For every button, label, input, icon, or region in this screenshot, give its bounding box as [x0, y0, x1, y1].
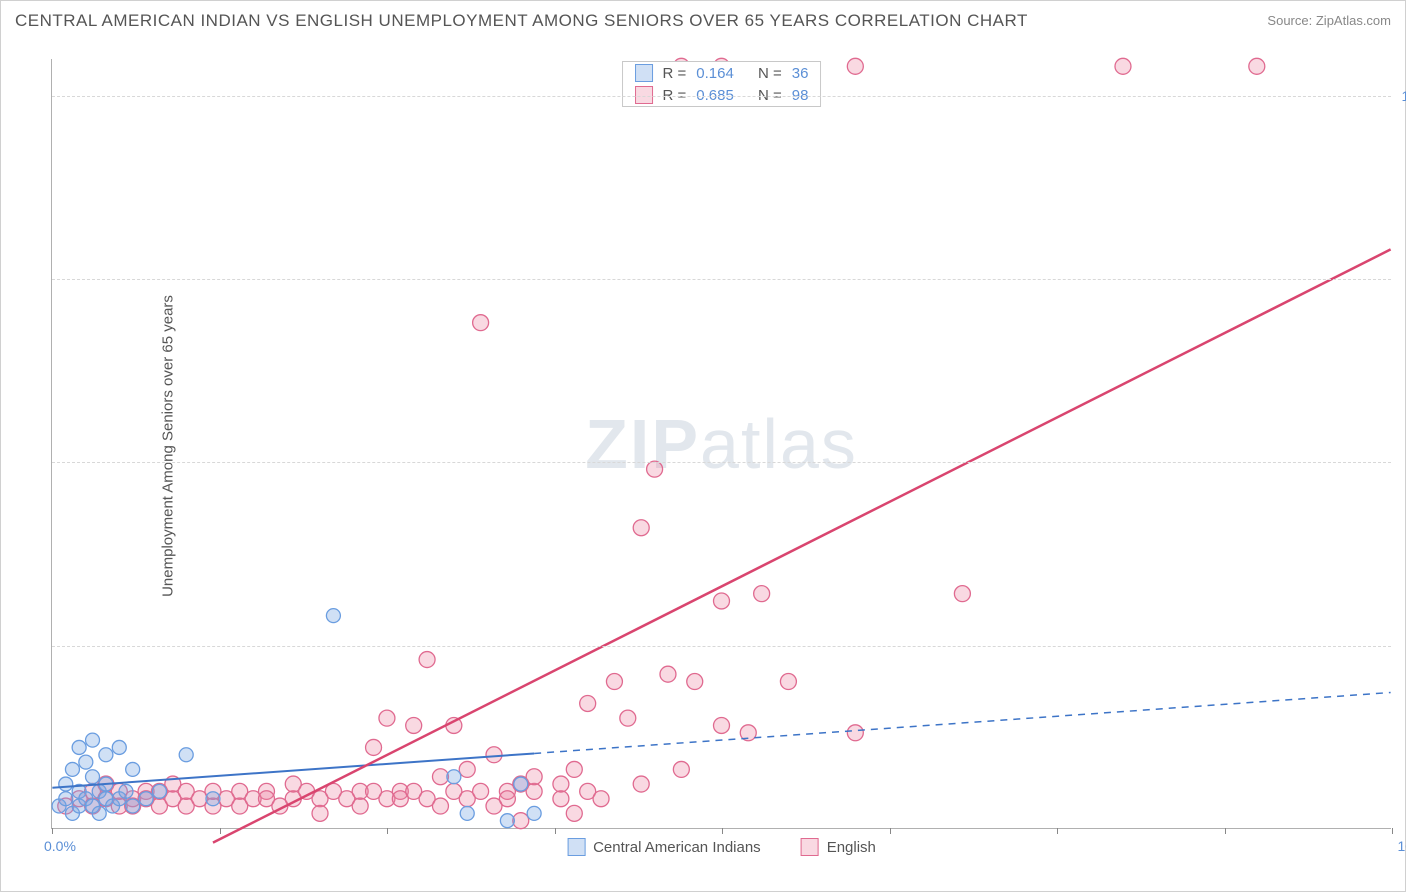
data-point: [459, 761, 475, 777]
x-tick: [1057, 828, 1058, 834]
stats-box: R = 0.164 N = 36 R = 0.685 N = 98: [622, 61, 822, 107]
data-point: [1249, 58, 1265, 74]
data-point: [687, 674, 703, 690]
data-point: [847, 725, 863, 741]
x-tick: [890, 828, 891, 834]
bottom-legend: Central American Indians English: [567, 838, 876, 856]
data-point: [86, 770, 100, 784]
legend-swatch: [801, 838, 819, 856]
source-label: Source: ZipAtlas.com: [1267, 13, 1391, 28]
data-point: [366, 739, 382, 755]
data-point: [72, 740, 86, 754]
data-point: [620, 710, 636, 726]
data-point: [566, 805, 582, 821]
data-point: [593, 791, 609, 807]
x-tick-label: 100.0%: [1398, 838, 1406, 854]
x-tick: [220, 828, 221, 834]
chart-title: CENTRAL AMERICAN INDIAN VS ENGLISH UNEMP…: [15, 11, 1028, 31]
x-tick: [52, 828, 53, 834]
data-point: [633, 776, 649, 792]
data-point: [606, 674, 622, 690]
x-tick: [555, 828, 556, 834]
data-point: [526, 769, 542, 785]
data-point: [419, 652, 435, 668]
data-point: [1115, 58, 1131, 74]
data-point: [119, 784, 133, 798]
data-point: [553, 791, 569, 807]
data-point: [406, 717, 422, 733]
data-point: [312, 805, 328, 821]
data-point: [460, 806, 474, 820]
data-point: [754, 586, 770, 602]
regression-line-dashed: [534, 693, 1390, 754]
data-point: [499, 791, 515, 807]
x-tick-label: 0.0%: [44, 838, 76, 854]
data-point: [553, 776, 569, 792]
data-point: [179, 748, 193, 762]
data-point: [152, 784, 166, 798]
data-point: [59, 777, 73, 791]
data-point: [660, 666, 676, 682]
data-point: [432, 769, 448, 785]
y-tick-label: 100.0%: [1402, 88, 1406, 104]
data-point: [633, 520, 649, 536]
data-point: [714, 593, 730, 609]
data-point: [514, 777, 528, 791]
data-point: [326, 609, 340, 623]
data-point: [847, 58, 863, 74]
legend-label: English: [827, 839, 876, 856]
data-point: [954, 586, 970, 602]
data-point: [126, 799, 140, 813]
data-point: [647, 461, 663, 477]
gridline: [52, 279, 1391, 280]
data-point: [65, 762, 79, 776]
gridline: [52, 462, 1391, 463]
x-tick: [387, 828, 388, 834]
stats-row: R = 0.164 N = 36: [623, 62, 821, 84]
data-point: [580, 696, 596, 712]
data-point: [513, 813, 529, 829]
data-point: [673, 761, 689, 777]
x-tick: [1225, 828, 1226, 834]
data-point: [780, 674, 796, 690]
data-point: [92, 806, 106, 820]
gridline: [52, 646, 1391, 647]
data-point: [99, 748, 113, 762]
data-point: [139, 792, 153, 806]
legend-label: Central American Indians: [593, 839, 761, 856]
data-point: [79, 755, 93, 769]
data-point: [486, 747, 502, 763]
legend-swatch: [635, 64, 653, 82]
data-point: [473, 315, 489, 331]
legend-item: English: [801, 838, 876, 856]
data-point: [112, 740, 126, 754]
regression-line: [213, 249, 1391, 842]
data-point: [473, 783, 489, 799]
data-point: [206, 792, 220, 806]
legend-swatch: [567, 838, 585, 856]
gridline: [52, 96, 1391, 97]
chart-svg: [52, 59, 1391, 828]
chart-container: CENTRAL AMERICAN INDIAN VS ENGLISH UNEMP…: [0, 0, 1406, 892]
data-point: [432, 798, 448, 814]
data-point: [566, 761, 582, 777]
data-point: [447, 770, 461, 784]
x-tick: [1392, 828, 1393, 834]
data-point: [352, 798, 368, 814]
data-point: [379, 710, 395, 726]
data-point: [59, 792, 73, 806]
x-tick: [722, 828, 723, 834]
data-point: [526, 783, 542, 799]
legend-item: Central American Indians: [567, 838, 761, 856]
data-point: [126, 762, 140, 776]
data-point: [714, 717, 730, 733]
data-point: [86, 733, 100, 747]
data-point: [500, 814, 514, 828]
data-point: [527, 806, 541, 820]
plot-area: ZIPatlas R = 0.164 N = 36 R = 0.685 N = …: [51, 59, 1391, 829]
